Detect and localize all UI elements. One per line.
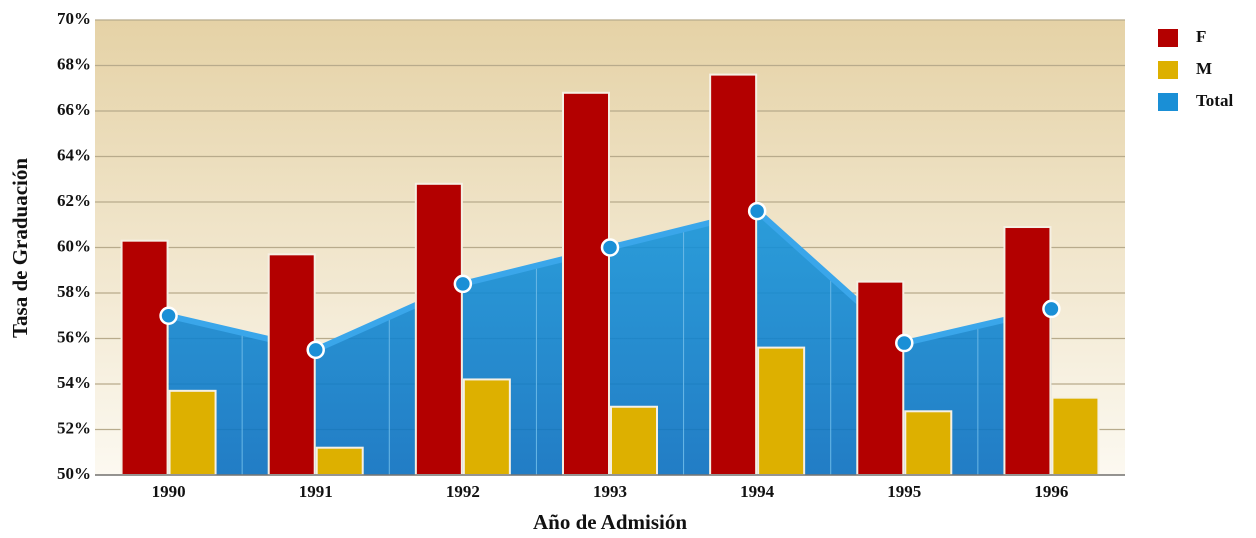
y-axis-title: Tasa de Graduación — [8, 158, 32, 338]
x-tick-label: 1996 — [1034, 482, 1068, 501]
marker — [600, 238, 620, 257]
bar — [267, 253, 316, 476]
bar — [709, 73, 758, 476]
legend-label: M — [1196, 59, 1212, 78]
legend-swatch — [1158, 29, 1178, 47]
bar — [120, 239, 169, 476]
y-tick-label: 64% — [57, 145, 91, 164]
bar — [856, 280, 905, 476]
y-tick-label: 56% — [57, 327, 91, 346]
legend-swatch — [1158, 93, 1178, 111]
marker — [453, 274, 473, 294]
y-tick-label: 54% — [57, 373, 91, 392]
legend-label: F — [1196, 27, 1206, 46]
marker — [159, 306, 178, 325]
y-tick-label: 58% — [57, 282, 91, 301]
marker — [895, 333, 914, 353]
x-tick-label: 1994 — [740, 482, 775, 501]
bar — [757, 346, 806, 477]
y-tick-label: 52% — [57, 418, 91, 437]
x-tick-label: 1991 — [299, 482, 333, 501]
x-axis-title: Año de Admisión — [533, 510, 687, 534]
legend-swatch — [1158, 61, 1178, 79]
y-tick-label: 68% — [57, 54, 91, 73]
bar — [610, 405, 658, 476]
x-tick-label: 1990 — [152, 482, 186, 501]
x-tick-label: 1993 — [593, 482, 627, 501]
y-tick-label: 60% — [57, 236, 91, 255]
x-tick-label: 1995 — [887, 482, 921, 501]
y-tick-label: 62% — [57, 191, 91, 210]
y-tick-label: 66% — [57, 100, 91, 119]
bar — [1003, 226, 1052, 476]
marker — [306, 340, 325, 360]
x-tick-label: 1992 — [446, 482, 480, 501]
bar — [462, 378, 511, 477]
y-tick-label: 70% — [57, 9, 91, 28]
marker — [1042, 299, 1061, 319]
bar — [168, 389, 217, 477]
bar — [1051, 396, 1100, 476]
marker — [747, 201, 767, 221]
bar — [315, 446, 364, 477]
bar — [562, 91, 610, 477]
bar — [414, 182, 463, 477]
legend-label: Total — [1196, 91, 1233, 110]
y-tick-label: 50% — [57, 464, 91, 483]
bar — [904, 410, 953, 476]
